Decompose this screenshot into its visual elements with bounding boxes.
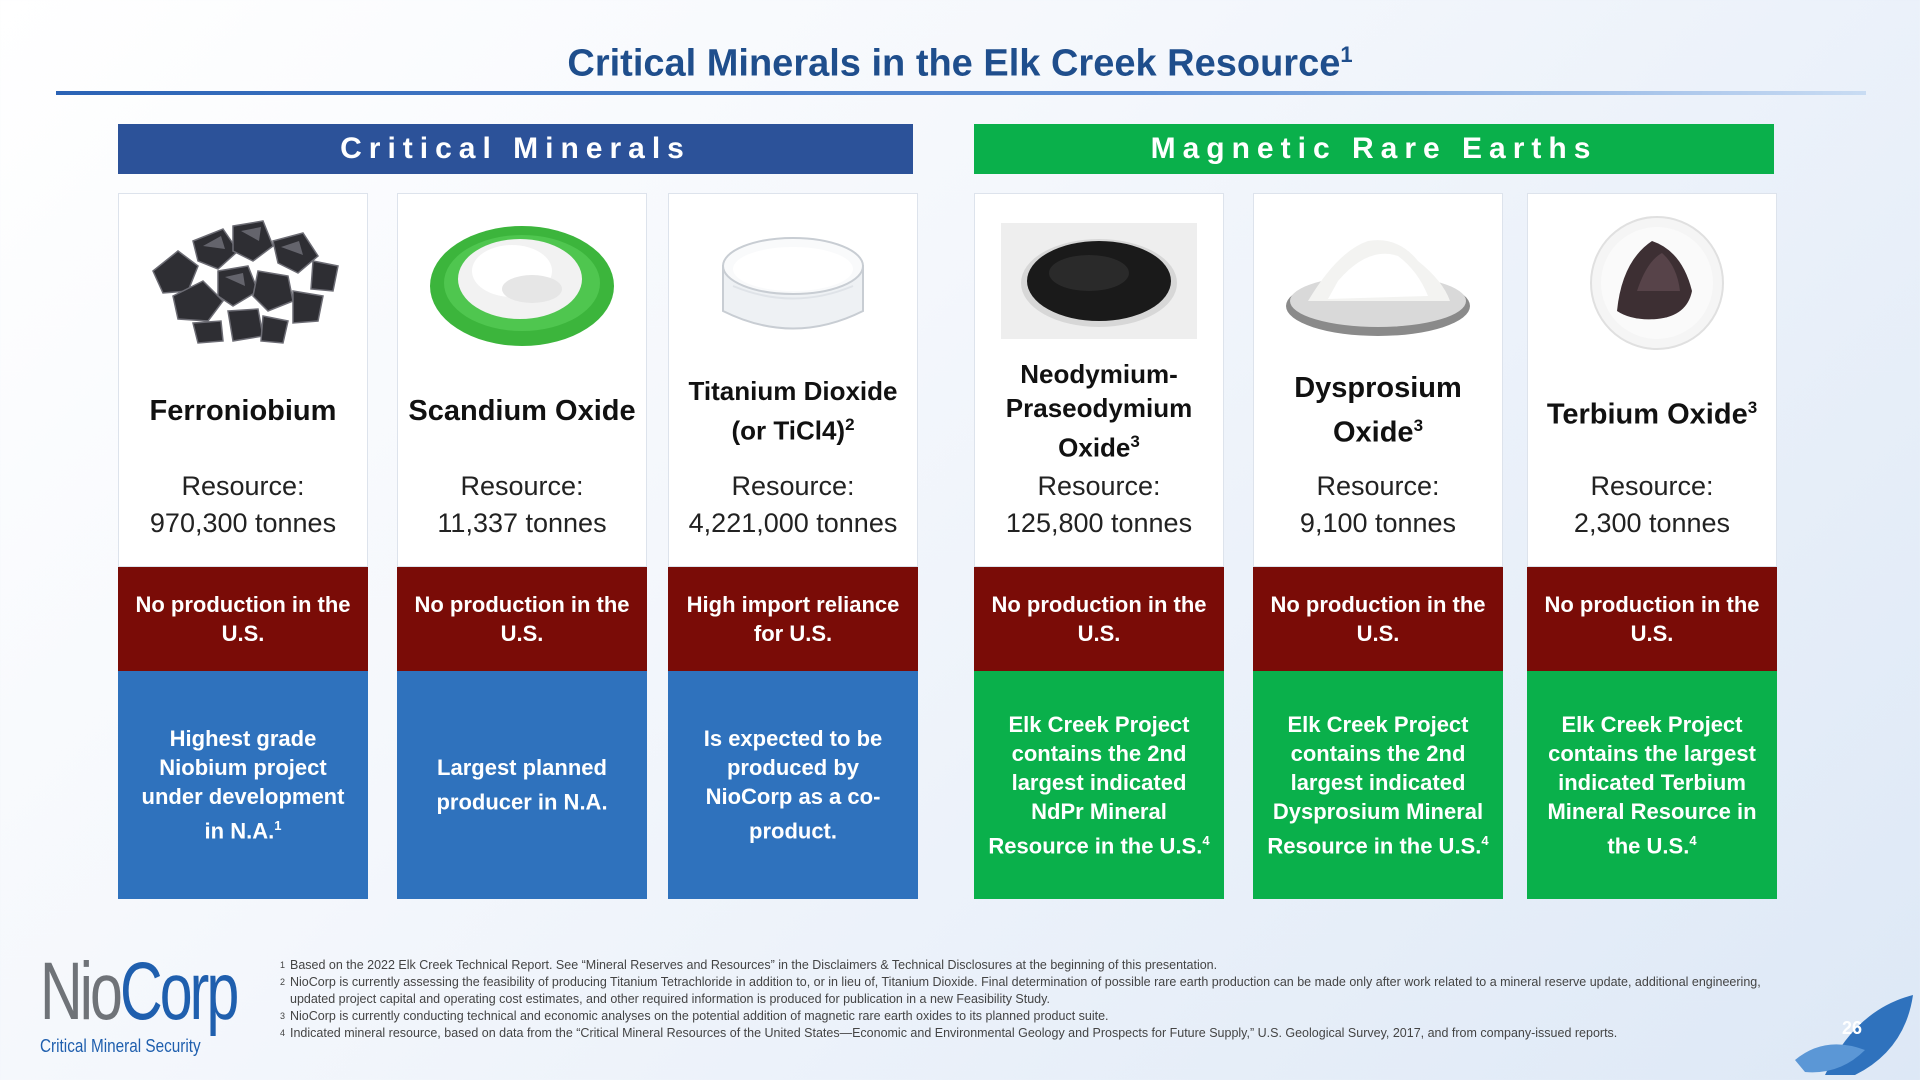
niocorp-logo: NioCorp Critical Mineral Security [40, 951, 313, 1057]
description-box: Is expected to be produced by NioCorp as… [668, 671, 918, 899]
mineral-name: Dysprosium Oxide3 [1294, 372, 1462, 449]
mineral-name: Ferroniobium [149, 394, 337, 427]
footnotes: 1 Based on the 2022 Elk Creek Technical R… [280, 957, 1780, 1042]
mineral-card-titanium-dioxide: Titanium Dioxide (or TiCl4)2 Resource: 4… [668, 193, 918, 899]
leaf-icon [1795, 990, 1915, 1080]
ferroniobium-lumps-icon [128, 206, 358, 356]
page-number: 26 [1842, 1018, 1863, 1038]
card-top: Neodymium-Praseodymium Oxide3 Resource: … [974, 193, 1224, 567]
card-top: Titanium Dioxide (or TiCl4)2 Resource: 4… [668, 193, 918, 567]
resource-label: Resource: [1316, 471, 1440, 501]
description-box: Highest grade Niobium project under deve… [118, 671, 368, 899]
mineral-name: Neodymium-Praseodymium Oxide3 [1005, 359, 1193, 463]
footnote: 4 Indicated mineral resource, based on da… [280, 1026, 1618, 1040]
logo-tagline: Critical Mineral Security [40, 1036, 201, 1056]
magnetic-rare-earths-header: Magnetic Rare Earths [974, 124, 1774, 174]
dysprosium-powder-icon [1263, 206, 1493, 356]
mineral-card-ndpr-oxide: Neodymium-Praseodymium Oxide3 Resource: … [974, 193, 1224, 899]
resource-label: Resource: [460, 471, 584, 501]
card-top: Terbium Oxide3 Resource: 2,300 tonnes [1527, 193, 1777, 567]
card-top: Ferroniobium Resource: 970,300 tonnes [118, 193, 368, 567]
mineral-card-ferroniobium: Ferroniobium Resource: 970,300 tonnes No… [118, 193, 368, 899]
status-box: No production in the U.S. [1253, 567, 1503, 671]
resource-value: 125,800 tonnes [1005, 508, 1193, 538]
footnote: 1 Based on the 2022 Elk Creek Technical R… [280, 958, 1218, 972]
footnote: 3 NioCorp is currently conducting technic… [280, 1009, 1109, 1023]
mineral-card-terbium-oxide: Terbium Oxide3 Resource: 2,300 tonnes No… [1527, 193, 1777, 899]
resource-value: 9,100 tonnes [1299, 508, 1457, 538]
card-top: Scandium Oxide Resource: 11,337 tonnes [397, 193, 647, 567]
mineral-name: Terbium Oxide3 [1546, 397, 1758, 431]
resource-label: Resource: [731, 471, 855, 501]
resource-value: 4,221,000 tonnes [688, 508, 898, 538]
status-box: High import reliance for U.S. [668, 567, 918, 671]
card-top: Dysprosium Oxide3 Resource: 9,100 tonnes [1253, 193, 1503, 567]
critical-minerals-header: Critical Minerals [118, 124, 913, 174]
resource-label: Resource: [181, 471, 305, 501]
description-box: Elk Creek Project contains the 2nd large… [1253, 671, 1503, 899]
resource-label: Resource: [1590, 471, 1714, 501]
description-box: Elk Creek Project contains the 2nd large… [974, 671, 1224, 899]
resource-value: 2,300 tonnes [1573, 508, 1731, 538]
mineral-name: Titanium Dioxide (or TiCl4)2 [688, 376, 898, 446]
resource-value: 970,300 tonnes [149, 508, 337, 538]
status-box: No production in the U.S. [397, 567, 647, 671]
status-box: No production in the U.S. [1527, 567, 1777, 671]
terbium-powder-icon [1537, 206, 1767, 356]
ndpr-black-powder-icon [984, 206, 1214, 356]
mineral-card-dysprosium-oxide: Dysprosium Oxide3 Resource: 9,100 tonnes… [1253, 193, 1503, 899]
resource-label: Resource: [1037, 471, 1161, 501]
title-underline [56, 91, 1866, 95]
page-title: Critical Minerals in the Elk Creek Resou… [567, 42, 1353, 85]
description-box: Elk Creek Project contains the largest i… [1527, 671, 1777, 899]
mineral-card-scandium-oxide: Scandium Oxide Resource: 11,337 tonnes N… [397, 193, 647, 899]
titanium-dish-icon [678, 206, 908, 356]
resource-value: 11,337 tonnes [437, 508, 607, 538]
mineral-name: Scandium Oxide [408, 394, 636, 427]
status-box: No production in the U.S. [118, 567, 368, 671]
description-box: Largest planned producer in N.A. [397, 671, 647, 899]
footnote: 2 NioCorp is currently assessing the feas… [280, 975, 1761, 1006]
status-box: No production in the U.S. [974, 567, 1224, 671]
scandium-powder-icon [407, 206, 637, 356]
